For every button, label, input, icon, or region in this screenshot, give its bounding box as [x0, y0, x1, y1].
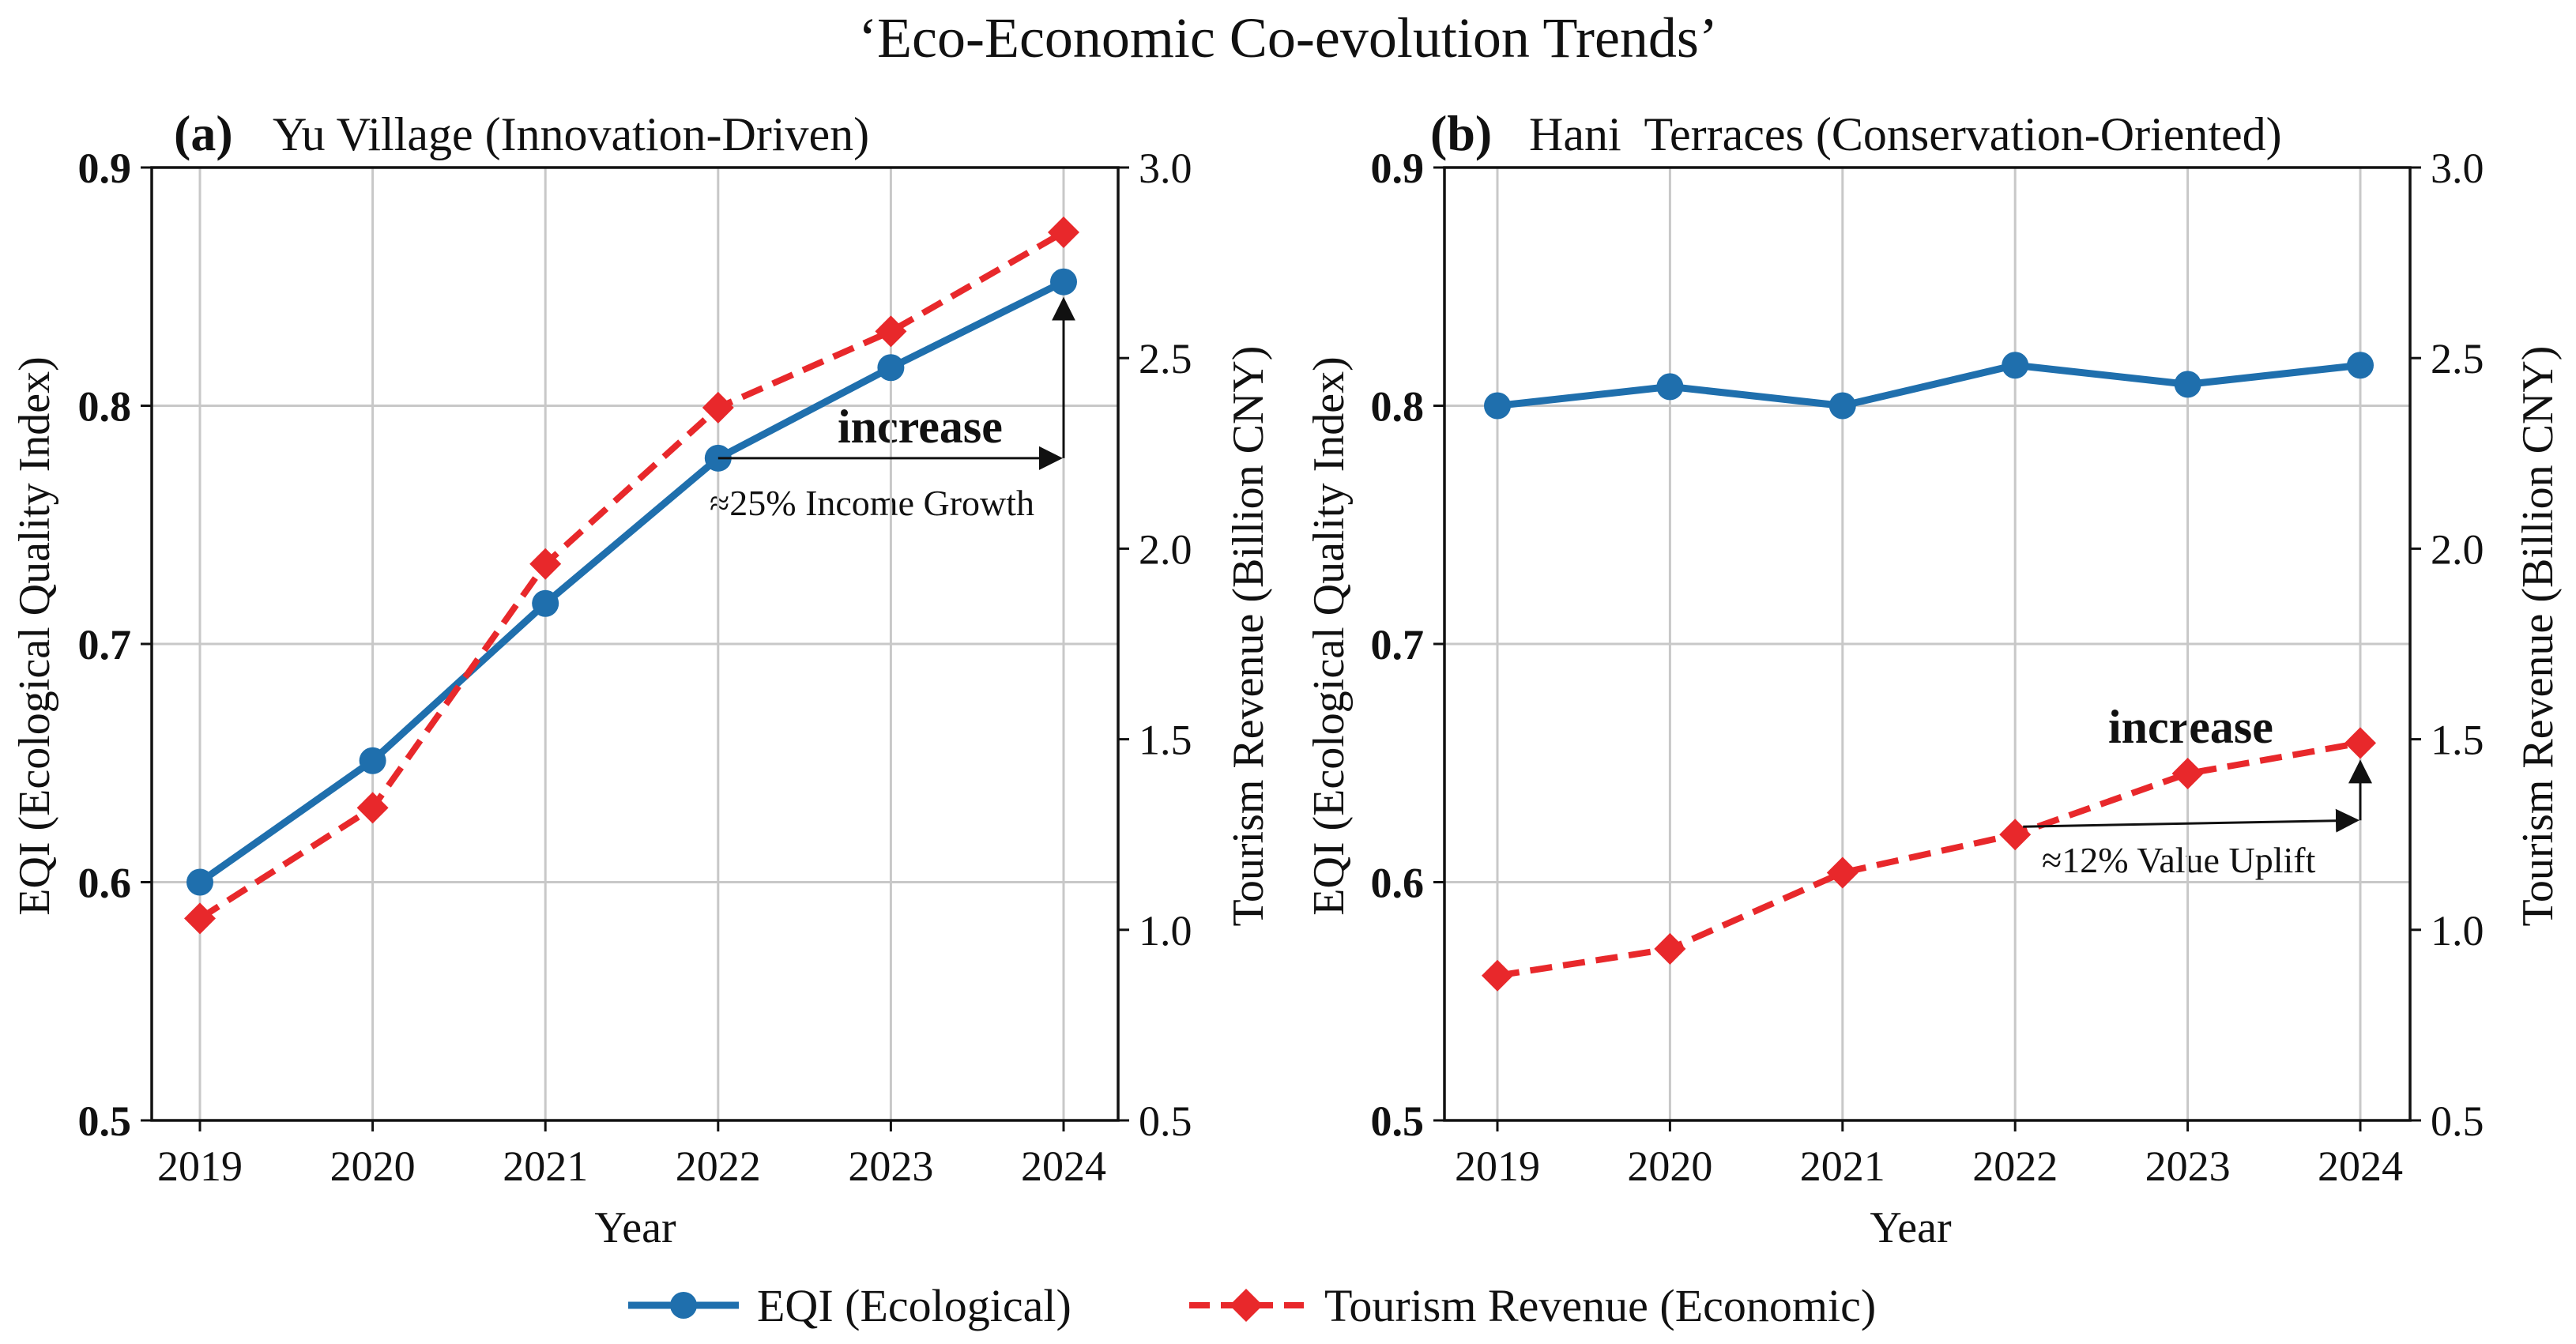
panel-b-ytick-right-2.0: 2.0	[2431, 525, 2484, 573]
panel-b-revenue-point-2020	[1654, 932, 1686, 965]
panel-a-ytick-left-0.9: 0.9	[78, 145, 132, 192]
panel-b-revenue-point-2022	[1999, 819, 2032, 851]
panel-b-revenue-point-2023	[2171, 758, 2204, 790]
panel-b-subtitle: Hani Terraces (Conservation-Oriented)	[1529, 108, 2282, 160]
panel-a-ytick-right-1.5: 1.5	[1139, 717, 1192, 764]
panel-a-revenue-line	[198, 229, 1065, 921]
panel-b-xtick-2024: 2024	[2318, 1143, 2403, 1190]
panel-a-revenue-point-2024	[1048, 216, 1079, 249]
legend-revenue-marker	[1230, 1289, 1263, 1322]
panel-b-revenue-point-2021	[1826, 856, 1859, 889]
panel-a-revenue-point-2020	[356, 792, 389, 824]
panel-b-eqi-point-2019	[1484, 392, 1511, 420]
panel-a-eqi-point-2019	[186, 868, 213, 896]
panel-a-ylabel-left: EQI (Ecological Quality Index)	[10, 356, 59, 916]
panel-a-eqi-point-2023	[877, 354, 905, 382]
panel-b-letter: (b)	[1430, 105, 1492, 161]
panel-b-annotation-bold: increase	[2108, 701, 2273, 753]
panel-a-eqi-point-2021	[532, 589, 559, 617]
panel-b-frame	[1443, 166, 2412, 1122]
panel-b-xtick-2023: 2023	[2145, 1143, 2231, 1190]
panel-a-ylabel-right: Tourism Revenue (Billion CNY)	[1224, 346, 1273, 927]
panel-b-xlabel: Year	[1870, 1203, 1952, 1252]
panel-b-ytick-left-0.9: 0.9	[1371, 145, 1425, 192]
plots-layer: 0.5 0.6 0.7 0.8 0.9 0.5 1.0 1.5 2.0 2.5 3.0 2019 202…	[78, 145, 2484, 1190]
panel-b-xtick-2022: 2022	[1972, 1143, 2058, 1190]
legend-revenue-label: Tourism Revenue (Economic)	[1324, 1280, 1876, 1331]
panel-a-xtick-2019: 2019	[157, 1143, 243, 1190]
panel-a-xtick-2024: 2024	[1021, 1143, 1106, 1190]
panel-a-eqi-line	[198, 278, 1066, 886]
panel-b-xtick-2019: 2019	[1455, 1143, 1540, 1190]
panel-a-eqi-point-2020	[359, 747, 386, 774]
panel-b-xtick-2021: 2021	[1800, 1143, 1885, 1190]
panel-a-ytick-right-2.5: 2.5	[1139, 335, 1192, 382]
panel-b-ytick-right-2.5: 2.5	[2431, 335, 2484, 382]
panel-a-ytick-right-2.0: 2.0	[1139, 525, 1192, 573]
panel-b-ytick-left-0.7: 0.7	[1371, 621, 1425, 668]
panel-b-revenue-point-2024	[2344, 727, 2376, 759]
panel-a-xtick-2021: 2021	[503, 1143, 588, 1190]
panel-a-ytick-left-0.5: 0.5	[78, 1097, 132, 1145]
panel-b-revenue-line	[1497, 740, 2361, 979]
panel-a-ytick-right-0.5: 0.5	[1139, 1097, 1192, 1145]
panel-a-xtick-2023: 2023	[848, 1143, 933, 1190]
panel-b-ytick-left-0.5: 0.5	[1371, 1097, 1425, 1145]
panel-a-ytick-left-0.7: 0.7	[78, 621, 132, 668]
panel-b-annotation-text: ≈12% Value Uplift	[2042, 840, 2316, 880]
panel-a-frame	[150, 166, 1120, 1122]
panel-a-ytick-right-3.0: 3.0	[1139, 145, 1192, 192]
panel-b-xtick-2020: 2020	[1627, 1143, 1712, 1190]
panel-b-revenue-point-2019	[1482, 959, 1513, 992]
panel-a-subtitle: Yu Village (Innovation-Driven)	[273, 108, 869, 160]
panel-b-ytick-left-0.6: 0.6	[1371, 860, 1425, 907]
panel-a-xlabel: Year	[594, 1203, 676, 1252]
panel-b-ylabel-right: Tourism Revenue (Billion CNY)	[2514, 346, 2563, 927]
panel-b-annotation-arrow-horizontal	[2023, 808, 2359, 833]
panel-a-eqi-point-2024	[1050, 268, 1077, 296]
panel-a-ytick-left-0.8: 0.8	[78, 383, 132, 431]
panel-b-eqi-point-2023	[2174, 371, 2201, 398]
panel-a-revenue-point-2019	[184, 902, 216, 935]
panel-a-revenue-point-2023	[875, 315, 907, 348]
panel-a-ytick-left-0.6: 0.6	[78, 860, 132, 907]
panel-b-eqi-point-2022	[2002, 352, 2029, 379]
panel-a-ytick-right-1.0: 1.0	[1139, 907, 1192, 954]
legend-eqi-marker	[670, 1292, 697, 1319]
panel-a-annotation-text: ≈25% Income Growth	[710, 483, 1034, 523]
panel-a-annotation-bold: increase	[838, 401, 1003, 453]
panel-a-revenue-point-2022	[702, 391, 734, 424]
panel-b-eqi-point-2021	[1828, 392, 1856, 420]
panel-a-xtick-2020: 2020	[330, 1143, 416, 1190]
panel-b-ytick-right-0.5: 0.5	[2431, 1097, 2484, 1145]
panel-a-letter: (a)	[174, 105, 233, 161]
main-title: ‘Eco-Economic Co-evolution Trends’	[858, 6, 1718, 70]
panel-a-revenue-point-2021	[529, 548, 562, 580]
panel-a-xtick-2022: 2022	[676, 1143, 761, 1190]
legend-eqi-label: EQI (Ecological)	[757, 1280, 1071, 1331]
panel-b-ytick-right-1.5: 1.5	[2431, 717, 2484, 764]
panel-b-eqi-line	[1497, 361, 2361, 409]
panel-b-eqi-point-2020	[1656, 373, 1684, 401]
panel-b-ylabel-left: EQI (Ecological Quality Index)	[1305, 356, 1354, 916]
panel-b-ytick-right-3.0: 3.0	[2431, 145, 2484, 192]
legend: EQI (Ecological) Tourism Revenue (Econom…	[628, 1280, 1876, 1331]
panel-b-ytick-left-0.8: 0.8	[1371, 383, 1425, 431]
panel-b-eqi-point-2024	[2347, 352, 2374, 379]
panel-b-ytick-right-1.0: 1.0	[2431, 907, 2484, 954]
